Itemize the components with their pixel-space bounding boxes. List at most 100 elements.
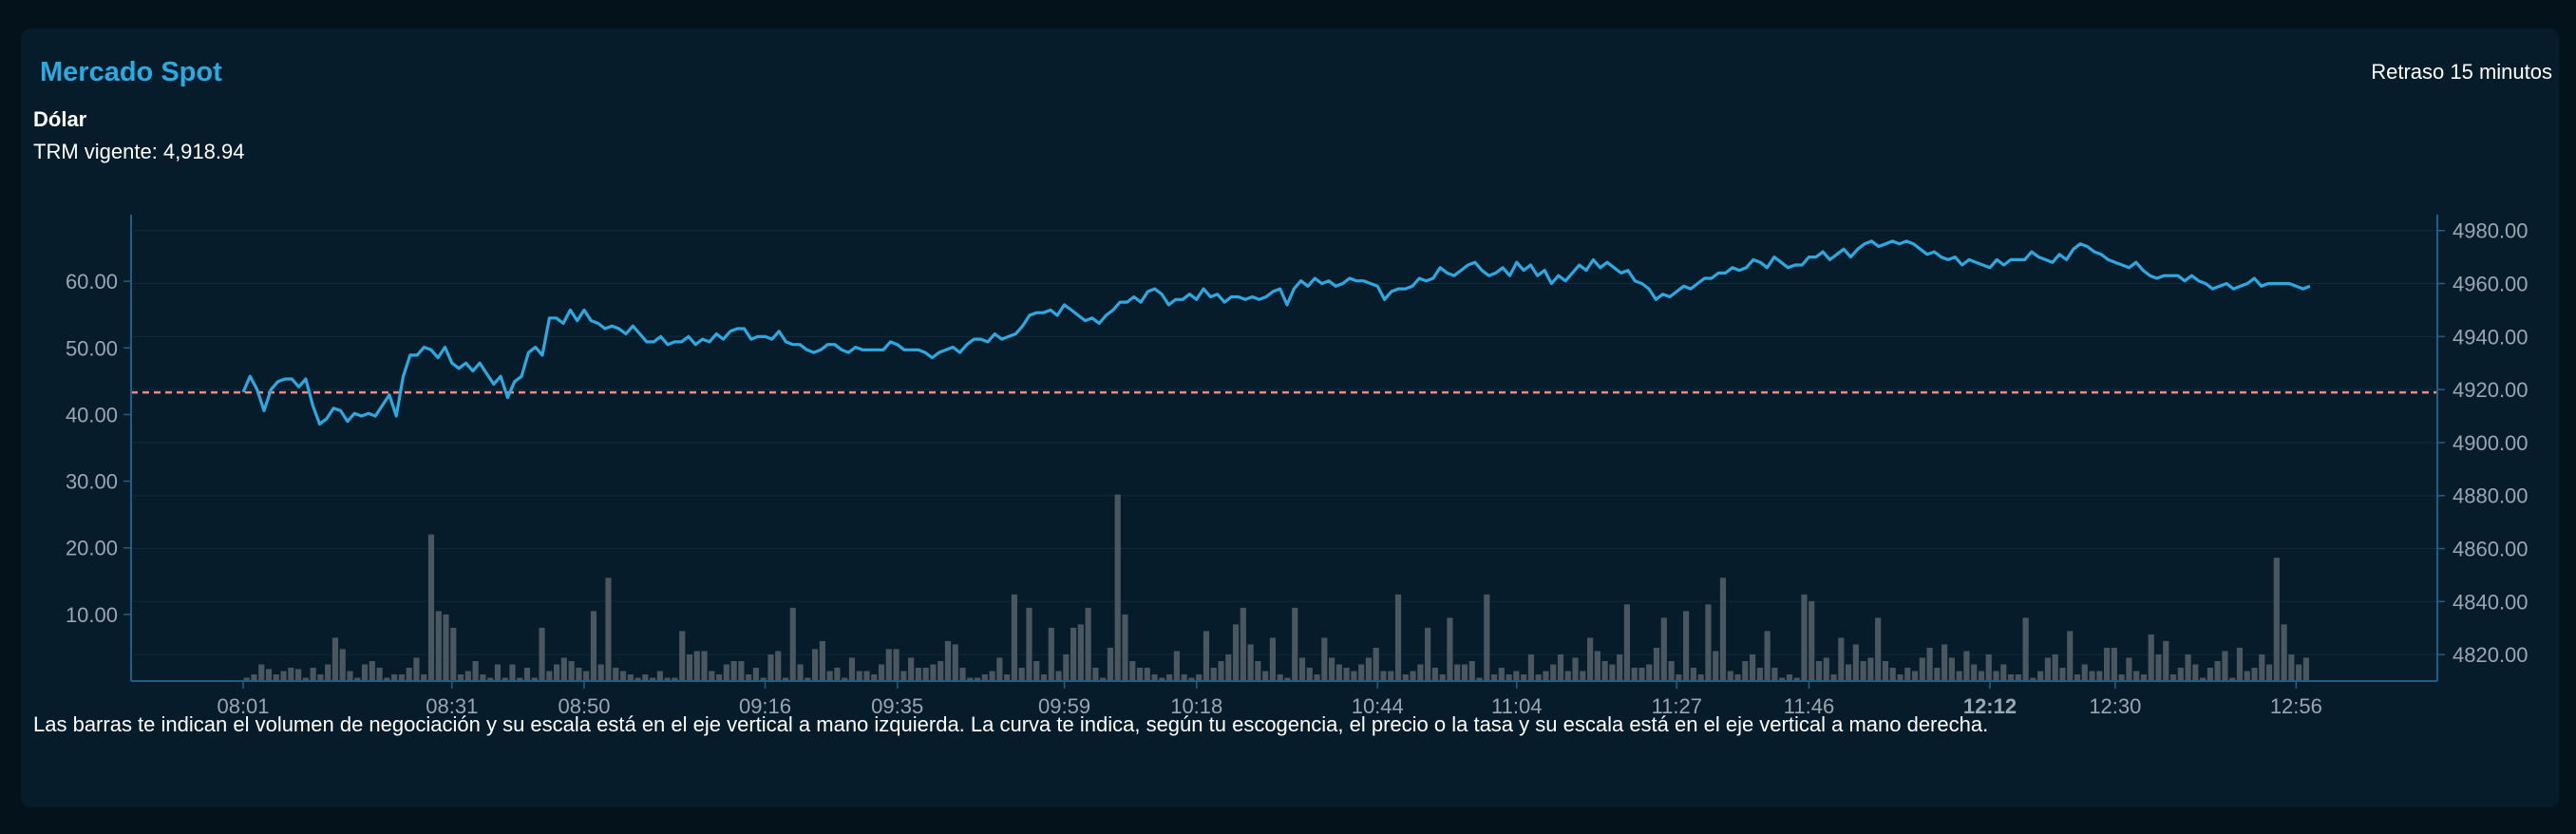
volume-bar bbox=[1543, 671, 1549, 681]
x-axis-tick-label: 10:44 bbox=[1352, 694, 1404, 718]
left-axis-tick-label: 30.00 bbox=[66, 470, 118, 494]
volume-bar bbox=[2169, 673, 2177, 681]
volume-bar bbox=[1402, 673, 1409, 681]
volume-bar bbox=[605, 578, 612, 681]
volume-bar bbox=[258, 664, 265, 681]
volume-bar bbox=[1373, 647, 1379, 681]
volume-bar bbox=[435, 611, 442, 681]
market-title: Mercado Spot bbox=[40, 57, 222, 87]
chart-axes bbox=[123, 215, 2445, 689]
volume-bar bbox=[826, 671, 833, 681]
volume-bar bbox=[1292, 607, 1298, 681]
volume-bar bbox=[1425, 627, 1431, 681]
volume-bar bbox=[1365, 657, 1373, 681]
volume-bar bbox=[2059, 667, 2066, 681]
right-axis-tick-label: 4980.00 bbox=[2453, 219, 2529, 243]
volume-bar bbox=[2007, 673, 2015, 681]
volume-bar bbox=[443, 614, 449, 681]
volume-bar bbox=[1889, 667, 1896, 681]
volume-bar bbox=[317, 673, 324, 681]
volume-bar bbox=[2096, 671, 2103, 681]
volume-bar bbox=[1801, 594, 1808, 681]
volume-bar bbox=[1779, 677, 1786, 681]
volume-bar bbox=[1358, 664, 1365, 681]
volume-bar bbox=[2259, 654, 2265, 681]
volume-bar bbox=[1793, 677, 1800, 681]
volume-bar bbox=[1394, 594, 1402, 681]
volume-bar bbox=[1218, 660, 1224, 681]
volume-bar bbox=[2302, 657, 2309, 681]
volume-bar bbox=[1713, 651, 1719, 681]
volume-bar bbox=[842, 677, 848, 681]
volume-bar bbox=[693, 651, 700, 681]
volume-bar bbox=[1144, 667, 1150, 681]
volume-bar bbox=[1749, 654, 1756, 681]
volume-bar bbox=[819, 640, 825, 681]
volume-bar bbox=[2281, 624, 2287, 681]
volume-bar bbox=[546, 671, 553, 681]
volume-bar bbox=[265, 669, 273, 681]
volume-bar bbox=[2044, 657, 2051, 681]
volume-bar bbox=[406, 667, 412, 681]
volume-bar bbox=[915, 667, 921, 681]
volume-bar bbox=[2288, 654, 2295, 681]
volume-bar bbox=[1646, 664, 1653, 681]
volume-bar bbox=[2081, 664, 2088, 681]
volume-bar bbox=[2015, 673, 2021, 681]
volume-bar bbox=[1756, 667, 1763, 681]
volume-bar bbox=[1838, 637, 1845, 681]
x-axis-tick-label: 11:27 bbox=[1652, 694, 1702, 718]
volume-bar bbox=[1077, 624, 1084, 681]
x-axis-tick-label: 10:18 bbox=[1170, 694, 1222, 718]
volume-bar bbox=[974, 677, 981, 681]
volume-bar bbox=[517, 677, 523, 681]
volume-bar bbox=[2214, 660, 2221, 681]
volume-bar bbox=[560, 657, 567, 681]
volume-bar bbox=[1122, 614, 1128, 681]
volume-bar bbox=[1580, 671, 1586, 681]
volume-bar bbox=[1985, 654, 1992, 681]
volume-bar bbox=[686, 654, 693, 681]
volume-bar bbox=[2251, 667, 2258, 681]
volume-bar bbox=[1173, 651, 1180, 681]
volume-bar bbox=[295, 669, 302, 681]
volume-bar bbox=[1262, 671, 1269, 681]
volume-bar bbox=[1129, 660, 1136, 681]
volume-bar bbox=[981, 673, 988, 681]
chart-footnote: Las barras te indican el volumen de nego… bbox=[33, 712, 1989, 736]
volume-bar bbox=[1439, 673, 1446, 681]
volume-bar bbox=[1335, 664, 1342, 681]
left-axis-tick-label: 50.00 bbox=[66, 336, 118, 360]
volume-bar bbox=[1048, 627, 1054, 681]
volume-bar bbox=[679, 631, 686, 681]
volume-bar bbox=[2074, 673, 2081, 681]
volume-bar bbox=[930, 664, 937, 681]
volume-bar bbox=[1085, 607, 1091, 681]
volume-bar bbox=[2207, 667, 2213, 681]
volume-bar bbox=[2222, 651, 2228, 681]
volume-bar bbox=[627, 673, 634, 681]
trm-label: TRM vigente: bbox=[33, 140, 158, 163]
left-axis-tick-label: 60.00 bbox=[66, 270, 118, 294]
volume-bar bbox=[1107, 647, 1114, 681]
right-axis-tick-label: 4900.00 bbox=[2453, 431, 2529, 455]
volume-bar bbox=[989, 671, 995, 681]
volume-bar bbox=[361, 664, 369, 681]
volume-bar bbox=[376, 667, 383, 681]
volume-bar bbox=[310, 667, 316, 681]
volume-bar bbox=[2163, 640, 2169, 681]
volume-bar bbox=[730, 660, 737, 681]
volume-bar bbox=[746, 673, 752, 681]
volume-bar bbox=[251, 673, 257, 681]
volume-bar bbox=[1572, 657, 1579, 681]
volume-bar bbox=[2296, 664, 2302, 681]
volume-bar bbox=[782, 677, 789, 681]
volume-bar bbox=[568, 660, 575, 681]
volume-bar bbox=[672, 677, 678, 681]
volume-bar bbox=[347, 671, 353, 681]
volume-bar bbox=[1771, 667, 1778, 681]
price-series-line bbox=[241, 239, 2311, 426]
volume-bar bbox=[1846, 664, 1852, 681]
delay-note: Retraso 15 minutos bbox=[2371, 60, 2552, 84]
x-axis-tick-label: 08:31 bbox=[426, 694, 478, 718]
